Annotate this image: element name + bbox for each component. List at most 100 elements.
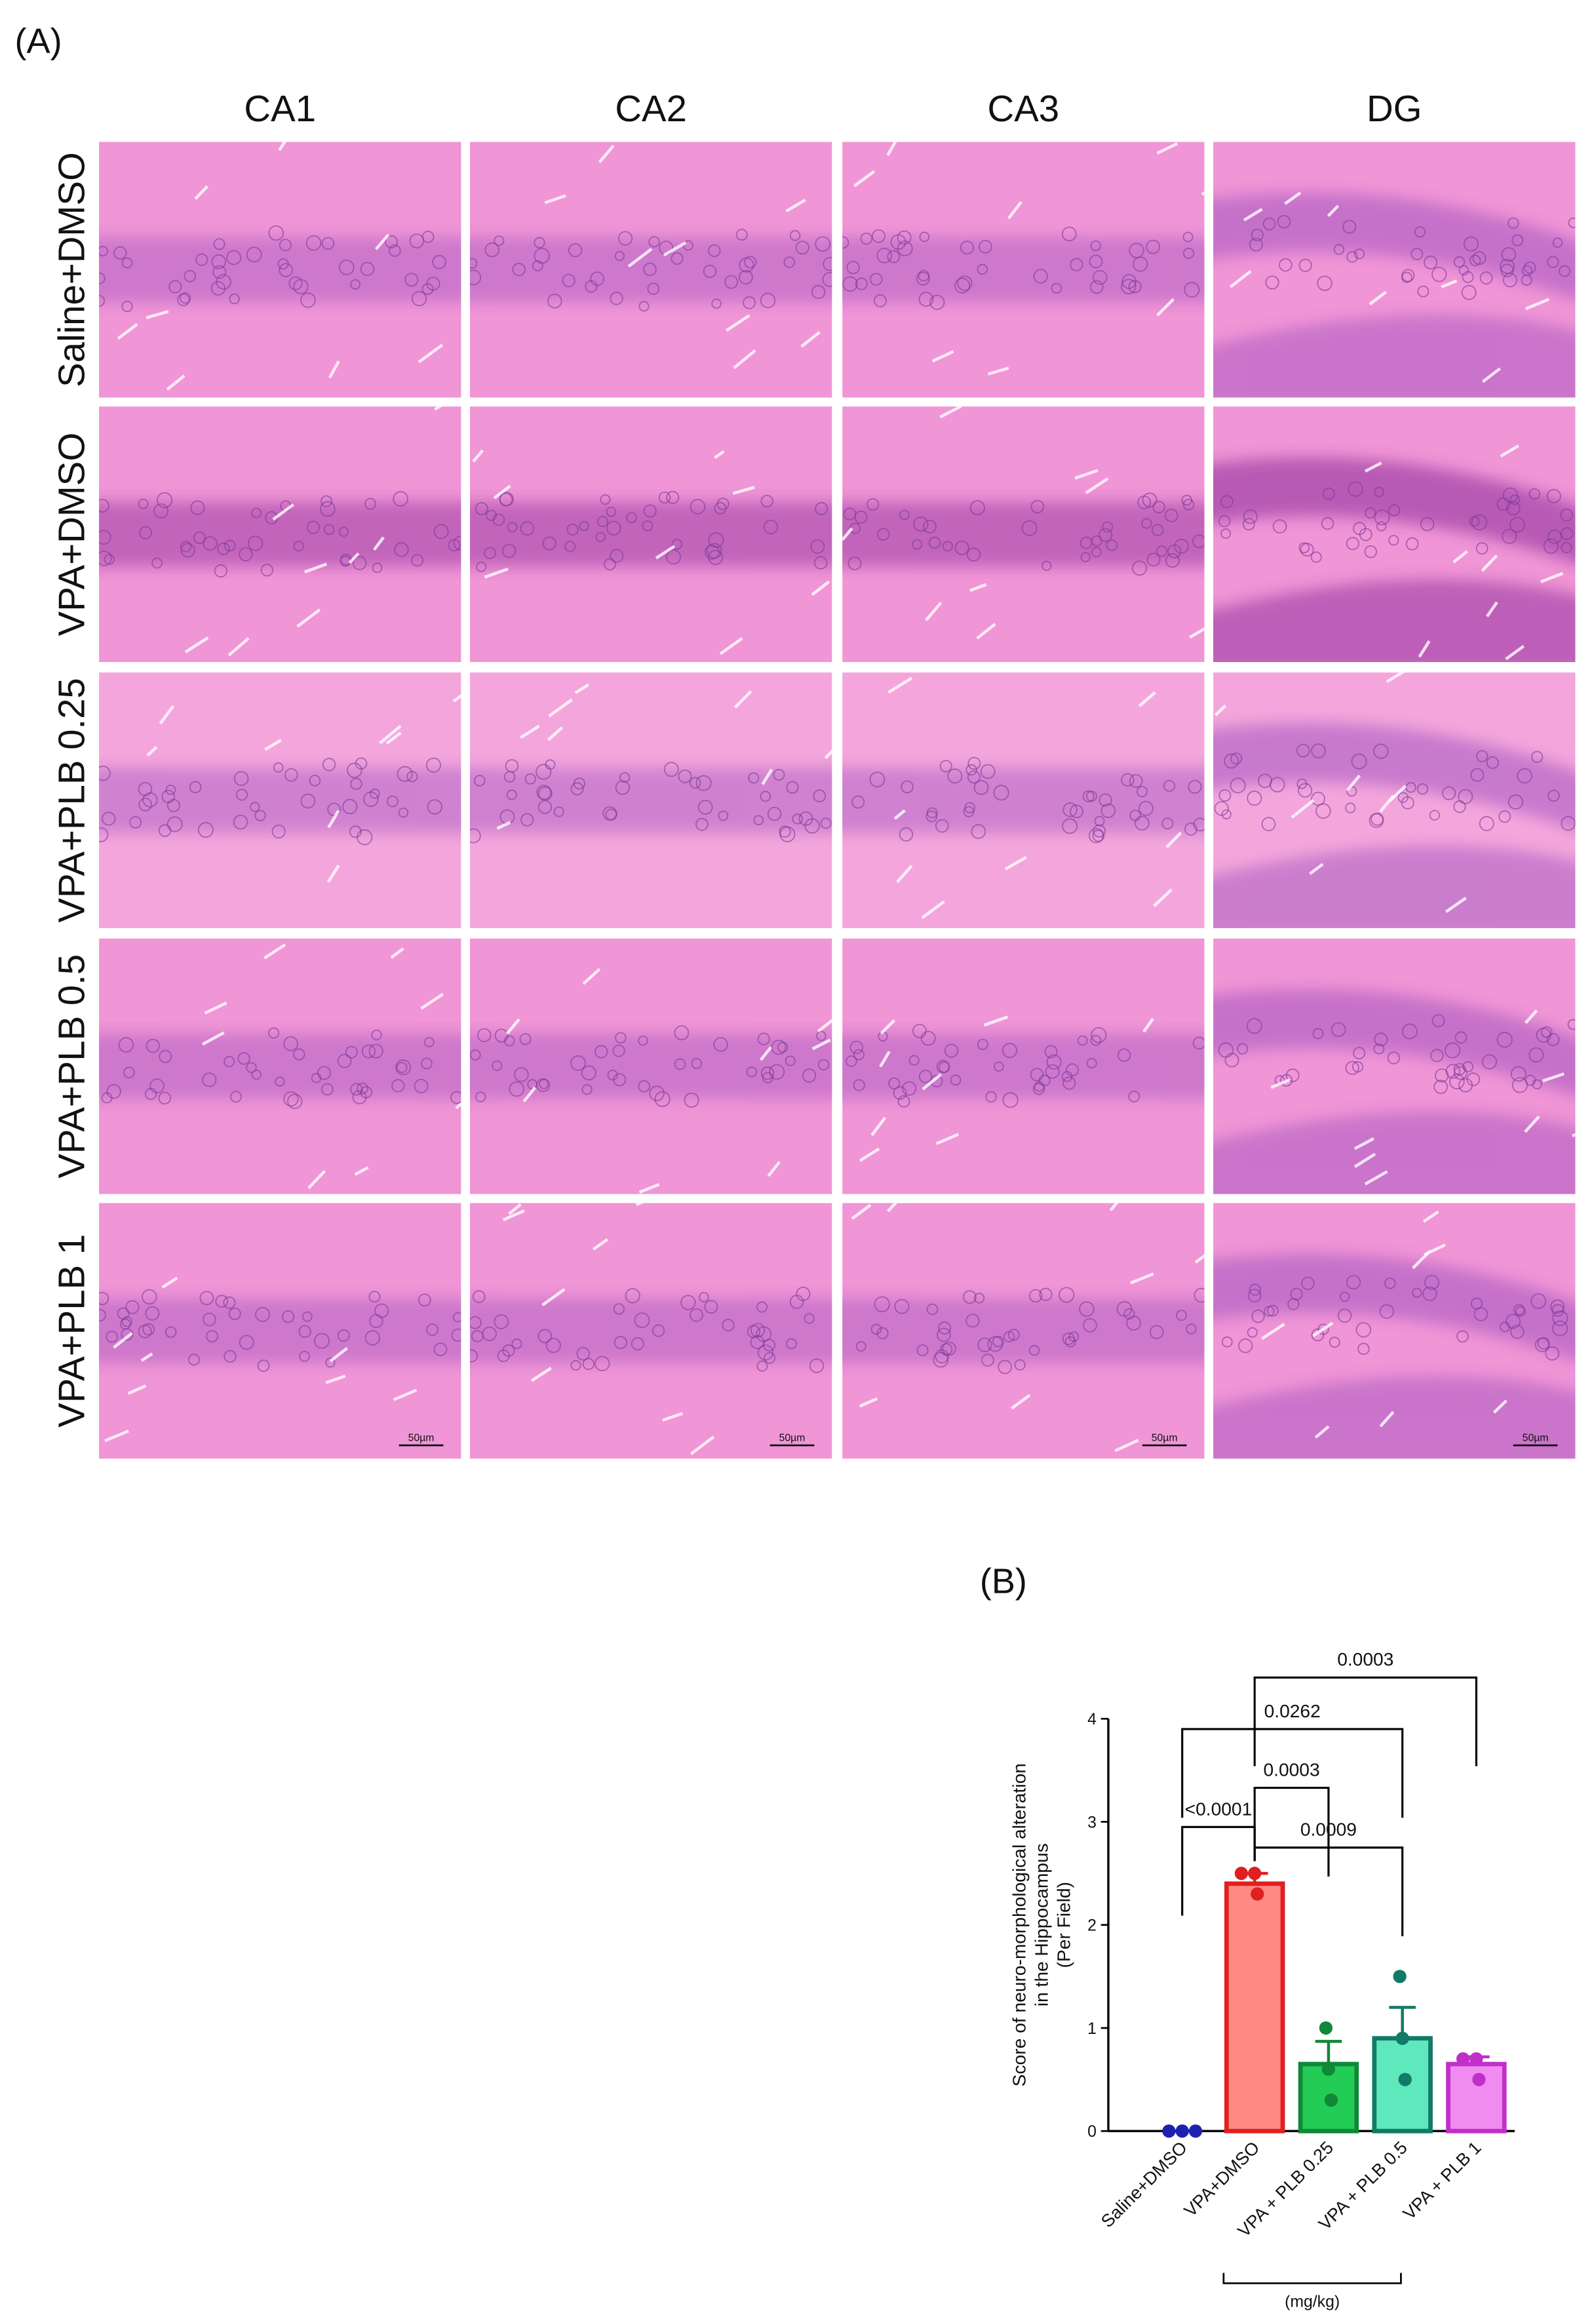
cell [1429, 809, 1440, 821]
cell [287, 1093, 303, 1109]
row-label: VPA+DMSO [51, 433, 92, 636]
vessel [296, 608, 321, 628]
cell [654, 1091, 671, 1107]
cell [1384, 1278, 1396, 1289]
cell [1411, 248, 1424, 260]
cell [613, 1073, 627, 1087]
cell [887, 250, 901, 263]
data-point [1248, 1866, 1262, 1881]
cell [916, 1344, 929, 1357]
cell [674, 1058, 686, 1070]
cell-layer [842, 768, 1205, 833]
cell [1077, 1035, 1088, 1046]
vessel [655, 545, 676, 560]
cell [1481, 1054, 1497, 1070]
cell [452, 1312, 461, 1323]
vessel [1379, 1411, 1395, 1428]
cell [1355, 1322, 1372, 1338]
cell [1461, 284, 1477, 300]
cell [1346, 1275, 1361, 1290]
x-tick-label: Saline+DMSO [1097, 2137, 1191, 2231]
cell [985, 1091, 997, 1103]
cell-layer [842, 1298, 1205, 1363]
vessel [800, 330, 821, 348]
vessel [496, 821, 511, 830]
tissue-image [469, 1203, 832, 1459]
cell [899, 509, 910, 520]
cell [1523, 261, 1536, 274]
cell [1091, 535, 1102, 547]
cell [230, 1091, 242, 1103]
cell [138, 498, 149, 509]
vessel [505, 1018, 520, 1035]
cell [537, 1329, 553, 1344]
cell [1230, 777, 1246, 794]
cell [767, 806, 782, 821]
cell [486, 509, 497, 521]
cell [969, 500, 985, 516]
vessel [379, 725, 402, 745]
vessel [452, 694, 461, 703]
cell-layer [469, 501, 832, 567]
cell [484, 242, 500, 258]
cell [99, 1291, 109, 1306]
cell [216, 274, 231, 290]
cell [138, 1324, 152, 1338]
vessel [870, 1116, 887, 1137]
cell [254, 809, 266, 822]
cell [1364, 545, 1377, 558]
cell [412, 290, 427, 307]
vessel [303, 562, 328, 574]
cell [503, 771, 516, 783]
cell [923, 519, 937, 534]
cell [1032, 1083, 1045, 1095]
cell [534, 237, 545, 248]
cell [1530, 751, 1544, 763]
cell [1547, 529, 1563, 544]
cell [643, 504, 657, 518]
cell [562, 273, 575, 288]
cell [338, 526, 349, 537]
cell [815, 502, 828, 516]
vessel [373, 536, 385, 551]
cell [722, 1319, 735, 1332]
cell [409, 233, 425, 249]
vessel [1156, 142, 1178, 155]
cell [902, 1081, 917, 1096]
data-point [1162, 2124, 1176, 2138]
bar [1224, 1881, 1285, 2134]
vessel [759, 1046, 772, 1061]
cell [394, 542, 409, 557]
cell [842, 276, 858, 292]
vessel [761, 768, 773, 785]
cell [1184, 282, 1200, 298]
cell [319, 501, 336, 517]
cell [226, 250, 242, 265]
data-point [1324, 2093, 1338, 2107]
cell [769, 1064, 785, 1080]
tissue [469, 1203, 832, 1459]
cell [138, 798, 153, 811]
cell [1387, 1051, 1401, 1064]
cell [714, 501, 727, 515]
cell [180, 541, 192, 553]
cell [666, 490, 680, 504]
cell [524, 773, 536, 785]
vessel [879, 1051, 891, 1068]
vessel [227, 637, 250, 657]
vessel [598, 144, 615, 163]
cell [293, 1048, 305, 1061]
data-point [1188, 2124, 1203, 2138]
cell [1298, 258, 1312, 273]
cell [475, 502, 488, 516]
cell [1221, 809, 1232, 820]
cell [666, 549, 682, 565]
cell [1551, 1304, 1565, 1317]
cell [214, 564, 227, 578]
cell [1251, 1309, 1265, 1323]
cell [1070, 804, 1083, 819]
cell [971, 824, 986, 839]
vessel [201, 1031, 225, 1046]
cell [360, 262, 375, 277]
cell [1280, 1074, 1293, 1087]
